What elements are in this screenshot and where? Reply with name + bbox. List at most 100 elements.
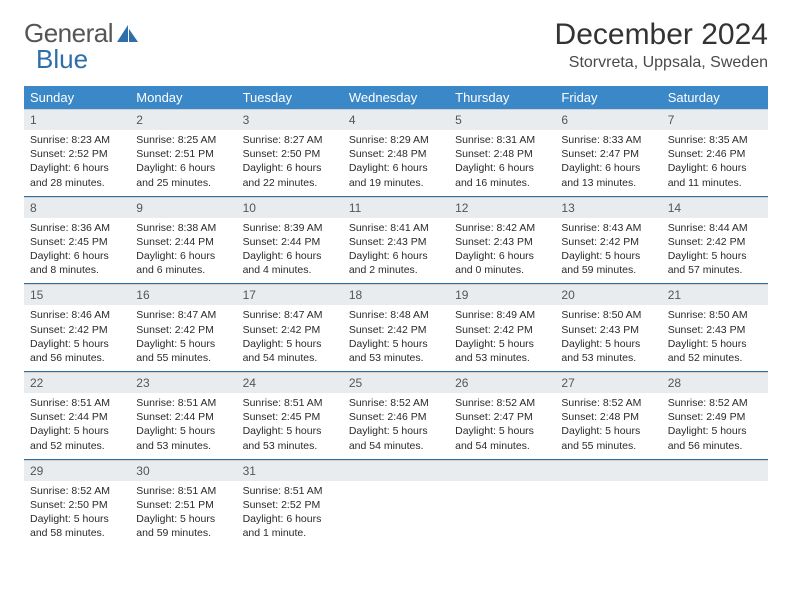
sunrise-text: Sunrise: 8:33 AM [561, 133, 655, 147]
daylight-text: Daylight: 5 hours and 56 minutes. [30, 337, 124, 365]
calendar-cell: 11Sunrise: 8:41 AMSunset: 2:43 PMDayligh… [343, 196, 449, 284]
daylight-text: Daylight: 5 hours and 55 minutes. [561, 424, 655, 452]
calendar-cell: 6Sunrise: 8:33 AMSunset: 2:47 PMDaylight… [555, 109, 661, 196]
day-details: Sunrise: 8:23 AMSunset: 2:52 PMDaylight:… [24, 130, 130, 196]
sunset-text: Sunset: 2:46 PM [668, 147, 762, 161]
calendar-cell: 15Sunrise: 8:46 AMSunset: 2:42 PMDayligh… [24, 284, 130, 372]
sunset-text: Sunset: 2:49 PM [668, 410, 762, 424]
day-details: Sunrise: 8:46 AMSunset: 2:42 PMDaylight:… [24, 305, 130, 371]
daylight-text: Daylight: 5 hours and 53 minutes. [136, 424, 230, 452]
day-details: Sunrise: 8:52 AMSunset: 2:47 PMDaylight:… [449, 393, 555, 459]
sunrise-text: Sunrise: 8:51 AM [136, 396, 230, 410]
sunset-text: Sunset: 2:42 PM [561, 235, 655, 249]
sunrise-text: Sunrise: 8:52 AM [455, 396, 549, 410]
day-number: 24 [237, 372, 343, 393]
sunset-text: Sunset: 2:48 PM [561, 410, 655, 424]
calendar-cell: 13Sunrise: 8:43 AMSunset: 2:42 PMDayligh… [555, 196, 661, 284]
day-details: Sunrise: 8:52 AMSunset: 2:46 PMDaylight:… [343, 393, 449, 459]
daylight-text: Daylight: 5 hours and 52 minutes. [668, 337, 762, 365]
day-number: 17 [237, 284, 343, 305]
daylight-text: Daylight: 6 hours and 28 minutes. [30, 161, 124, 189]
day-number: 28 [662, 372, 768, 393]
calendar-cell: 30Sunrise: 8:51 AMSunset: 2:51 PMDayligh… [130, 459, 236, 546]
day-details: Sunrise: 8:50 AMSunset: 2:43 PMDaylight:… [555, 305, 661, 371]
sunrise-text: Sunrise: 8:41 AM [349, 221, 443, 235]
calendar-cell [555, 459, 661, 546]
weekday-mon: Monday [130, 86, 236, 109]
day-details: Sunrise: 8:44 AMSunset: 2:42 PMDaylight:… [662, 218, 768, 284]
day-details: Sunrise: 8:25 AMSunset: 2:51 PMDaylight:… [130, 130, 236, 196]
calendar-cell: 20Sunrise: 8:50 AMSunset: 2:43 PMDayligh… [555, 284, 661, 372]
day-details: Sunrise: 8:47 AMSunset: 2:42 PMDaylight:… [130, 305, 236, 371]
sunrise-text: Sunrise: 8:29 AM [349, 133, 443, 147]
daylight-text: Daylight: 5 hours and 57 minutes. [668, 249, 762, 277]
empty-day-number [662, 460, 768, 481]
day-details: Sunrise: 8:49 AMSunset: 2:42 PMDaylight:… [449, 305, 555, 371]
day-number: 10 [237, 197, 343, 218]
day-number: 31 [237, 460, 343, 481]
calendar-cell: 5Sunrise: 8:31 AMSunset: 2:48 PMDaylight… [449, 109, 555, 196]
weekday-tue: Tuesday [237, 86, 343, 109]
day-details: Sunrise: 8:42 AMSunset: 2:43 PMDaylight:… [449, 218, 555, 284]
empty-day-number [343, 460, 449, 481]
calendar-cell: 12Sunrise: 8:42 AMSunset: 2:43 PMDayligh… [449, 196, 555, 284]
sunset-text: Sunset: 2:43 PM [561, 323, 655, 337]
sunrise-text: Sunrise: 8:42 AM [455, 221, 549, 235]
calendar-row: 15Sunrise: 8:46 AMSunset: 2:42 PMDayligh… [24, 284, 768, 372]
sunset-text: Sunset: 2:42 PM [668, 235, 762, 249]
sunrise-text: Sunrise: 8:47 AM [136, 308, 230, 322]
calendar-cell: 2Sunrise: 8:25 AMSunset: 2:51 PMDaylight… [130, 109, 236, 196]
sunset-text: Sunset: 2:48 PM [349, 147, 443, 161]
sunrise-text: Sunrise: 8:36 AM [30, 221, 124, 235]
calendar-cell: 24Sunrise: 8:51 AMSunset: 2:45 PMDayligh… [237, 372, 343, 460]
day-number: 19 [449, 284, 555, 305]
day-details: Sunrise: 8:47 AMSunset: 2:42 PMDaylight:… [237, 305, 343, 371]
day-number: 27 [555, 372, 661, 393]
day-number: 23 [130, 372, 236, 393]
sunrise-text: Sunrise: 8:25 AM [136, 133, 230, 147]
calendar-cell: 8Sunrise: 8:36 AMSunset: 2:45 PMDaylight… [24, 196, 130, 284]
sunset-text: Sunset: 2:48 PM [455, 147, 549, 161]
daylight-text: Daylight: 5 hours and 55 minutes. [136, 337, 230, 365]
day-number: 5 [449, 109, 555, 130]
sunrise-text: Sunrise: 8:52 AM [30, 484, 124, 498]
day-details: Sunrise: 8:31 AMSunset: 2:48 PMDaylight:… [449, 130, 555, 196]
empty-day-body [449, 481, 555, 537]
sunset-text: Sunset: 2:50 PM [30, 498, 124, 512]
sunset-text: Sunset: 2:52 PM [30, 147, 124, 161]
day-number: 21 [662, 284, 768, 305]
sunrise-text: Sunrise: 8:43 AM [561, 221, 655, 235]
day-details: Sunrise: 8:43 AMSunset: 2:42 PMDaylight:… [555, 218, 661, 284]
logo-text-blue: Blue [36, 44, 88, 75]
daylight-text: Daylight: 5 hours and 52 minutes. [30, 424, 124, 452]
day-number: 11 [343, 197, 449, 218]
day-details: Sunrise: 8:50 AMSunset: 2:43 PMDaylight:… [662, 305, 768, 371]
day-details: Sunrise: 8:38 AMSunset: 2:44 PMDaylight:… [130, 218, 236, 284]
day-details: Sunrise: 8:52 AMSunset: 2:48 PMDaylight:… [555, 393, 661, 459]
sunset-text: Sunset: 2:43 PM [455, 235, 549, 249]
sunset-text: Sunset: 2:43 PM [668, 323, 762, 337]
sunrise-text: Sunrise: 8:46 AM [30, 308, 124, 322]
calendar-cell: 4Sunrise: 8:29 AMSunset: 2:48 PMDaylight… [343, 109, 449, 196]
day-number: 15 [24, 284, 130, 305]
sunrise-text: Sunrise: 8:51 AM [136, 484, 230, 498]
sunset-text: Sunset: 2:45 PM [243, 410, 337, 424]
sunrise-text: Sunrise: 8:23 AM [30, 133, 124, 147]
day-number: 3 [237, 109, 343, 130]
sunset-text: Sunset: 2:52 PM [243, 498, 337, 512]
day-number: 30 [130, 460, 236, 481]
sunrise-text: Sunrise: 8:44 AM [668, 221, 762, 235]
daylight-text: Daylight: 6 hours and 1 minute. [243, 512, 337, 540]
sunrise-text: Sunrise: 8:47 AM [243, 308, 337, 322]
daylight-text: Daylight: 6 hours and 25 minutes. [136, 161, 230, 189]
sunset-text: Sunset: 2:44 PM [243, 235, 337, 249]
day-number: 9 [130, 197, 236, 218]
daylight-text: Daylight: 6 hours and 16 minutes. [455, 161, 549, 189]
daylight-text: Daylight: 5 hours and 59 minutes. [561, 249, 655, 277]
sunrise-text: Sunrise: 8:50 AM [561, 308, 655, 322]
month-title: December 2024 [555, 18, 768, 52]
calendar-cell: 29Sunrise: 8:52 AMSunset: 2:50 PMDayligh… [24, 459, 130, 546]
calendar-cell: 16Sunrise: 8:47 AMSunset: 2:42 PMDayligh… [130, 284, 236, 372]
calendar-row: 22Sunrise: 8:51 AMSunset: 2:44 PMDayligh… [24, 372, 768, 460]
day-number: 25 [343, 372, 449, 393]
